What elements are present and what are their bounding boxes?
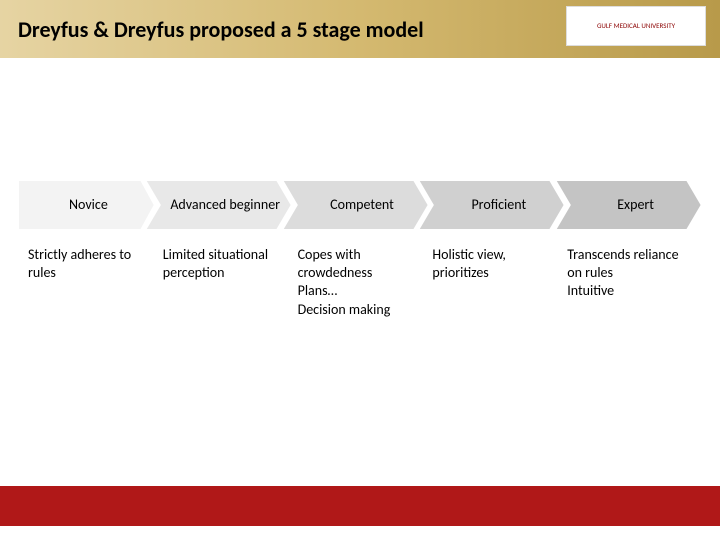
stage-0: Novice bbox=[18, 180, 155, 230]
stage-desc-4: Transcends reliance on rulesIntuitive bbox=[567, 246, 702, 319]
stage-descriptions: Strictly adheres to rulesLimited situati… bbox=[28, 246, 702, 319]
stage-desc-1: Limited situational perception bbox=[163, 246, 298, 319]
stage-label: Proficient bbox=[428, 180, 565, 230]
stage-1: Advanced beginner bbox=[155, 180, 292, 230]
footer-bar bbox=[0, 486, 720, 526]
page-title: Dreyfus & Dreyfus proposed a 5 stage mod… bbox=[18, 16, 424, 43]
stage-label: Expert bbox=[565, 180, 702, 230]
stage-desc-3: Holistic view, prioritizes bbox=[432, 246, 567, 319]
header-bar: Dreyfus & Dreyfus proposed a 5 stage mod… bbox=[0, 0, 720, 58]
stage-label: Competent bbox=[292, 180, 429, 230]
stage-3: Proficient bbox=[428, 180, 565, 230]
stage-label: Novice bbox=[18, 180, 155, 230]
stage-desc-0: Strictly adheres to rules bbox=[28, 246, 163, 319]
stage-4: Expert bbox=[565, 180, 702, 230]
university-logo: GULF MEDICAL UNIVERSITY bbox=[566, 6, 706, 46]
stage-desc-2: Copes with crowdednessPlans…Decision mak… bbox=[298, 246, 433, 319]
stage-2: Competent bbox=[292, 180, 429, 230]
stage-chevrons: NoviceAdvanced beginnerCompetentProficie… bbox=[18, 180, 702, 230]
stage-label: Advanced beginner bbox=[155, 180, 292, 230]
